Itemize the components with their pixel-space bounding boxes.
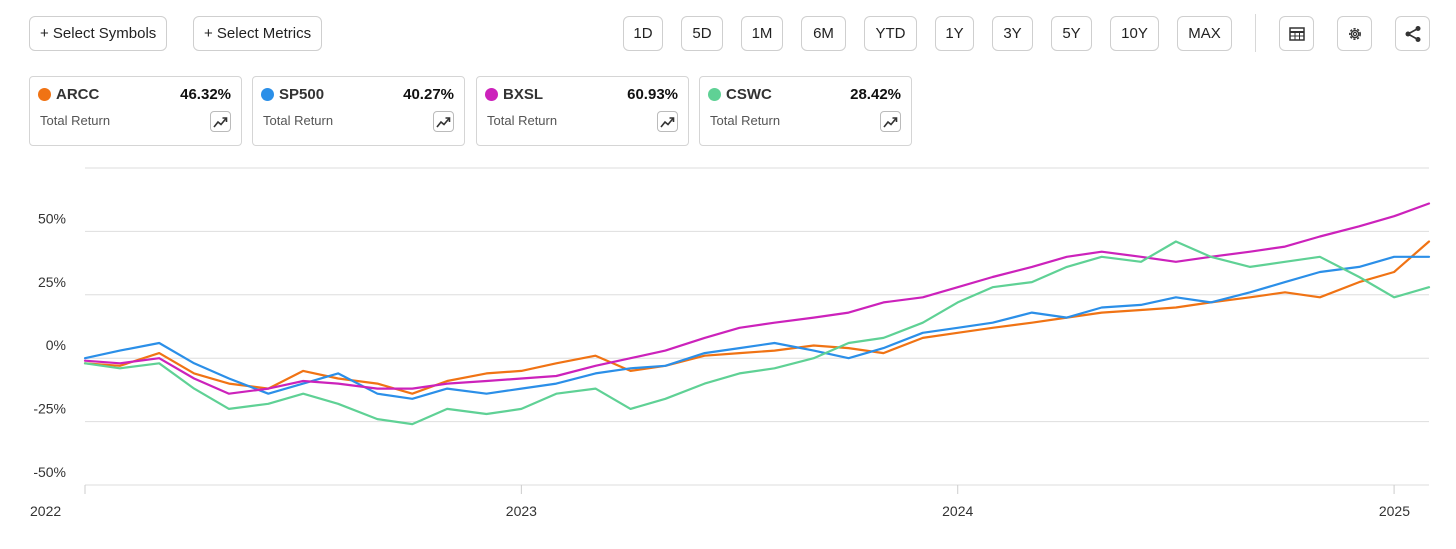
select-symbols-button[interactable]: + Select Symbols xyxy=(29,16,168,51)
range-1d-button[interactable]: 1D xyxy=(623,16,663,51)
card-metric: Total Return xyxy=(263,113,334,128)
symbol-card-arcc[interactable]: ARCC 46.32% Total Return xyxy=(29,76,242,146)
trend-chart-icon[interactable] xyxy=(880,111,901,132)
x-tick-label: 2024 xyxy=(942,503,973,519)
trend-chart-icon[interactable] xyxy=(433,111,454,132)
card-value: 60.93% xyxy=(627,86,678,103)
gear-icon xyxy=(1348,27,1361,40)
range-5y-button[interactable]: 5Y xyxy=(1051,16,1092,51)
share-icon xyxy=(1405,25,1420,42)
card-symbol: SP500 xyxy=(279,86,325,103)
card-metric: Total Return xyxy=(40,113,111,128)
symbol-card-cswc[interactable]: CSWC 28.42% Total Return xyxy=(699,76,912,146)
series-line-arcc xyxy=(83,240,1431,395)
series-line-bxsl xyxy=(83,202,1431,395)
y-tick-label: 0% xyxy=(46,337,66,353)
card-value: 40.27% xyxy=(403,86,454,103)
range-1m-button[interactable]: 1M xyxy=(741,16,783,51)
card-symbol: BXSL xyxy=(503,86,544,103)
settings-button[interactable] xyxy=(1337,16,1372,51)
card-metric: Total Return xyxy=(710,113,781,128)
card-value: 46.32% xyxy=(180,86,231,103)
series-color-dot xyxy=(261,88,274,101)
x-tick-label: 2025 xyxy=(1379,503,1410,519)
card-value: 28.42% xyxy=(850,86,901,103)
table-icon xyxy=(1288,26,1305,41)
card-metric: Total Return xyxy=(487,113,558,128)
y-tick-label: 25% xyxy=(38,274,66,290)
toolbar-divider xyxy=(1255,14,1256,52)
share-button[interactable] xyxy=(1395,16,1430,51)
range-ytd-button[interactable]: YTD xyxy=(864,16,917,51)
table-view-button[interactable] xyxy=(1279,16,1314,51)
select-metrics-button[interactable]: + Select Metrics xyxy=(193,16,323,51)
y-tick-label: -25% xyxy=(33,401,66,417)
total-return-chart[interactable]: 50% 25% 0% -25% -50% 2022 2023 2024 2025 xyxy=(0,155,1456,545)
symbol-card-bxsl[interactable]: BXSL 60.93% Total Return xyxy=(476,76,689,146)
range-max-button[interactable]: MAX xyxy=(1177,16,1232,51)
symbol-card-sp500[interactable]: SP500 40.27% Total Return xyxy=(252,76,465,146)
card-symbol: ARCC xyxy=(56,86,100,103)
range-5d-button[interactable]: 5D xyxy=(681,16,723,51)
series-color-dot xyxy=(485,88,498,101)
range-10y-button[interactable]: 10Y xyxy=(1110,16,1159,51)
range-6m-button[interactable]: 6M xyxy=(801,16,846,51)
x-tick-label: 2022 xyxy=(30,503,61,519)
x-tick-label: 2023 xyxy=(506,503,537,519)
range-1y-button[interactable]: 1Y xyxy=(935,16,974,51)
y-tick-label: 50% xyxy=(38,210,66,226)
y-tick-label: -50% xyxy=(33,464,66,480)
series-color-dot xyxy=(708,88,721,101)
series-line-sp500 xyxy=(83,255,1431,400)
card-symbol: CSWC xyxy=(726,86,772,103)
trend-chart-icon[interactable] xyxy=(657,111,678,132)
trend-chart-icon[interactable] xyxy=(210,111,231,132)
series-line-cswc xyxy=(83,240,1431,426)
series-color-dot xyxy=(38,88,51,101)
range-3y-button[interactable]: 3Y xyxy=(992,16,1033,51)
